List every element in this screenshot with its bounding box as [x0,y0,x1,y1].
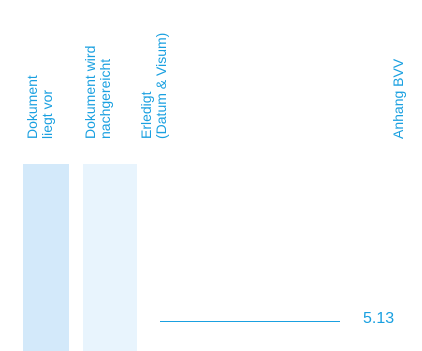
column-header-line: liegt vor [39,89,55,139]
row-number: 5.13 [363,310,395,327]
checkbox-dokument-liegt-vor[interactable] [23,164,69,351]
column-header-line: Anhang BVV [390,58,406,139]
column-header-line: Dokument wird [82,45,98,139]
column-header-dokument-liegt-vor: Dokument liegt vor [24,75,55,139]
column-header-anhang: Anhang BVV [390,58,406,139]
column-header-line: Dokument [24,75,40,139]
erledigt-signature-line[interactable] [160,321,340,322]
checkbox-dokument-nachgereicht[interactable] [83,164,137,351]
column-header-erledigt: Erledigt (Datum & Visum) [138,32,169,139]
column-header-dokument-nachgereicht: Dokument wird nachgereicht [82,45,113,139]
column-header-line: nachgereicht [97,58,113,139]
column-header-line: Erledigt [138,91,154,139]
column-header-line: (Datum & Visum) [153,32,169,139]
